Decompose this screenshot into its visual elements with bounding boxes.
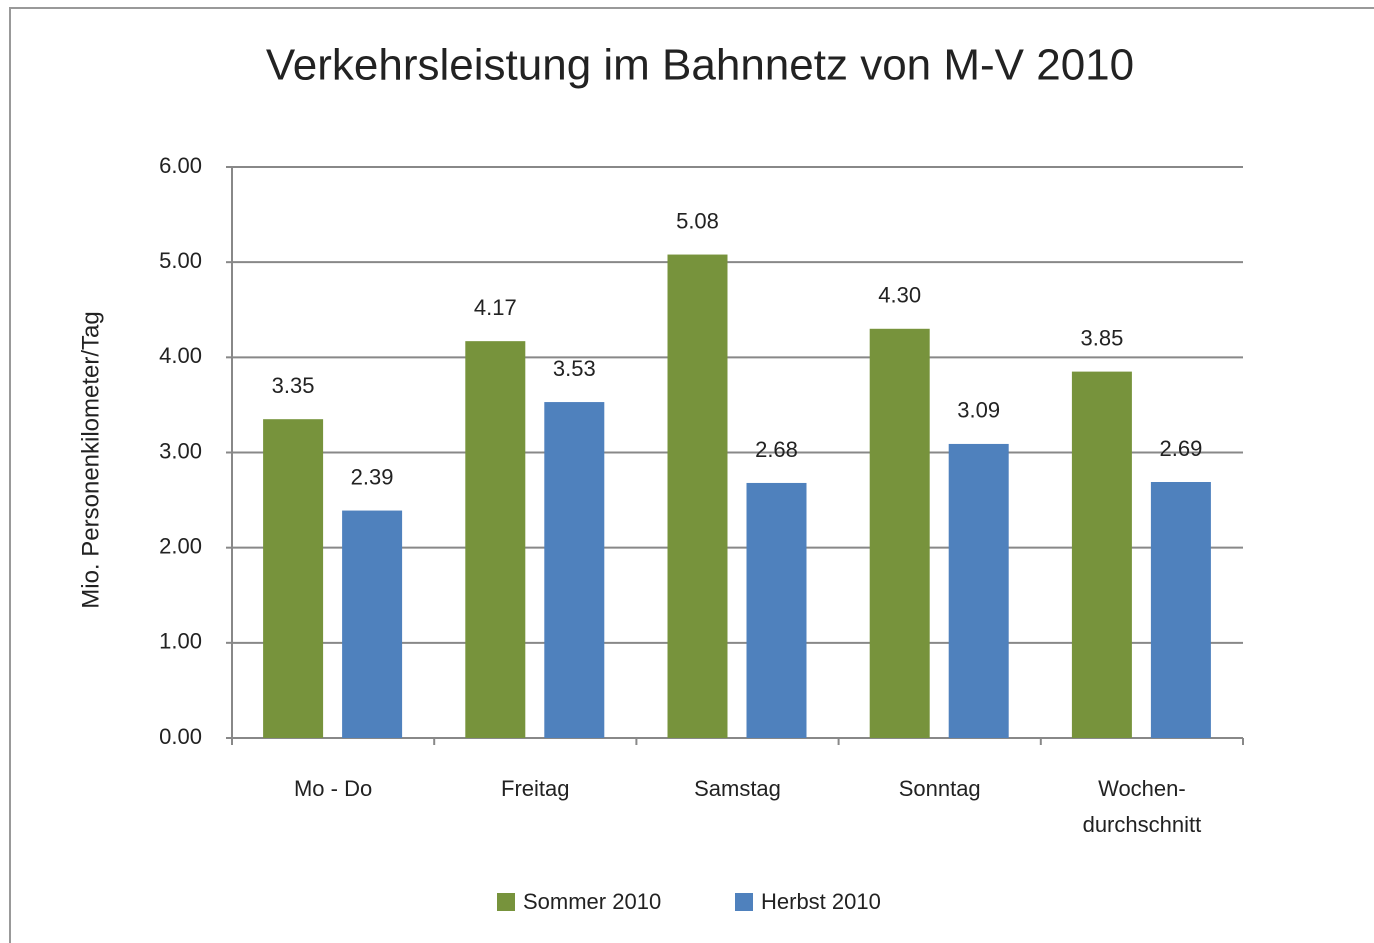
x-tick-label: Samstag [694, 776, 781, 801]
y-tick-label: 1.00 [159, 629, 202, 654]
legend-label: Sommer 2010 [523, 889, 661, 914]
x-tick-label: Wochen-durchschnitt [1083, 776, 1202, 837]
bar [342, 510, 403, 738]
data-label: 2.39 [351, 464, 394, 489]
y-tick-label: 6.00 [159, 153, 202, 178]
x-tick-label: Freitag [501, 776, 569, 801]
y-tick-label: 5.00 [159, 248, 202, 273]
legend-label: Herbst 2010 [761, 889, 881, 914]
data-label: 2.68 [755, 437, 798, 462]
data-label: 3.09 [957, 398, 1000, 423]
x-tick-label: Mo - Do [294, 776, 372, 801]
data-label: 3.53 [553, 356, 596, 381]
bar [263, 419, 324, 738]
y-tick-label: 4.00 [159, 343, 202, 368]
y-axis-label: Mio. Personenkilometer/Tag [77, 311, 104, 608]
data-label: 4.30 [878, 283, 921, 308]
y-tick-label: 2.00 [159, 533, 202, 558]
bar [544, 402, 605, 738]
data-label: 3.85 [1080, 325, 1123, 350]
bar [948, 443, 1009, 738]
data-label: 3.35 [272, 373, 315, 398]
bar [667, 254, 728, 738]
bar [465, 341, 526, 738]
x-tick-label: Sonntag [899, 776, 981, 801]
bar [1071, 371, 1132, 738]
bar [1150, 482, 1211, 738]
data-label: 4.17 [474, 295, 517, 320]
bar [746, 482, 807, 738]
data-label: 5.08 [676, 208, 719, 233]
data-label: 2.69 [1159, 436, 1202, 461]
y-tick-label: 3.00 [159, 438, 202, 463]
legend-swatch [735, 893, 753, 911]
bar [869, 328, 930, 738]
y-tick-label: 0.00 [159, 724, 202, 749]
legend-swatch [497, 893, 515, 911]
chart-title: Verkehrsleistung im Bahnnetz von M-V 201… [266, 41, 1134, 90]
